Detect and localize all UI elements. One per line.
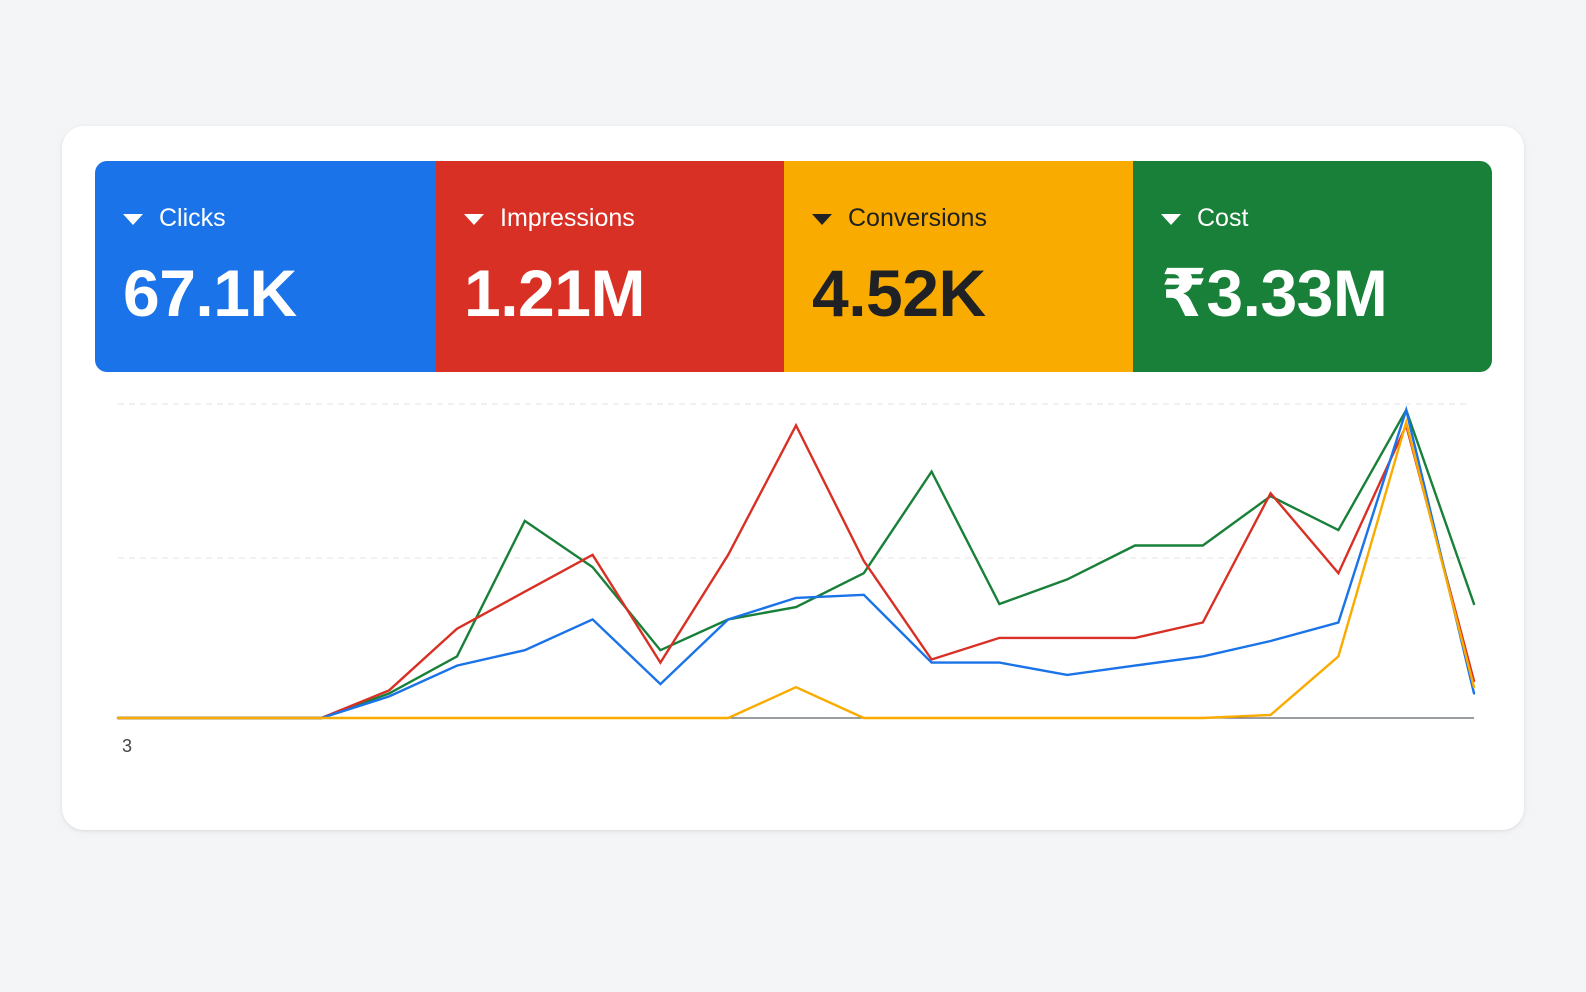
metric-value: 67.1K: [123, 256, 297, 330]
metric-label-row: Clicks: [123, 203, 226, 233]
metric-tile-cost[interactable]: Cost ₹3.33M: [1133, 161, 1492, 372]
metric-value: 1.21M: [464, 256, 645, 330]
series-line-clicks[interactable]: [116, 405, 1476, 720]
metric-label: Clicks: [159, 204, 226, 232]
metric-label-row: Cost: [1161, 203, 1248, 233]
caret-down-icon[interactable]: [812, 213, 832, 225]
series-line-conversions[interactable]: [116, 417, 1476, 720]
metric-label: Conversions: [848, 204, 987, 232]
x-tick-label: 3: [122, 736, 132, 756]
metric-label: Cost: [1197, 204, 1249, 232]
metric-label: Impressions: [500, 204, 635, 232]
caret-down-icon[interactable]: [464, 213, 484, 225]
performance-card: Clicks 67.1K Impressions 1.21M Conversio…: [62, 126, 1524, 830]
metric-tile-conversions[interactable]: Conversions 4.52K: [784, 161, 1133, 372]
caret-down-icon[interactable]: [123, 213, 143, 225]
metric-tile-impressions[interactable]: Impressions 1.21M: [436, 161, 784, 372]
caret-down-icon[interactable]: [1161, 213, 1181, 225]
metric-label-row: Impressions: [464, 203, 635, 233]
series-line-cost[interactable]: [116, 407, 1476, 720]
metric-value: ₹3.33M: [1161, 256, 1388, 330]
metric-value: 4.52K: [812, 256, 986, 330]
series-line-impressions[interactable]: [116, 421, 1476, 720]
metric-tile-clicks[interactable]: Clicks 67.1K: [95, 161, 436, 372]
metric-tiles: Clicks 67.1K Impressions 1.21M Conversio…: [95, 161, 1492, 372]
metric-label-row: Conversions: [812, 203, 987, 233]
